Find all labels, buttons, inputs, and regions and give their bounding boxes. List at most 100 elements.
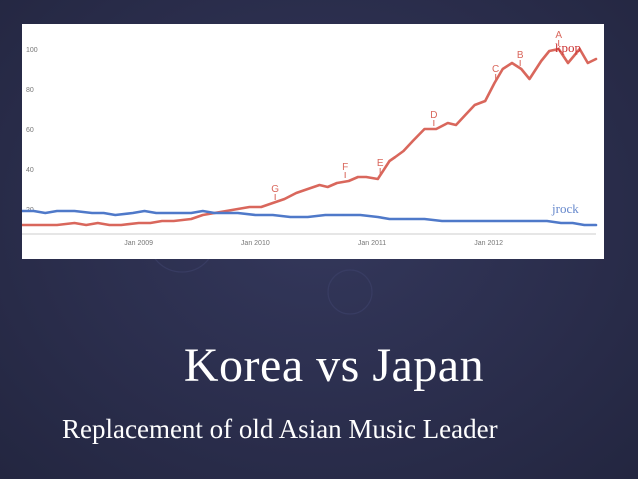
data-point-kpop bbox=[347, 180, 350, 182]
slide-subtitle: Replacement of old Asian Music Leader bbox=[62, 414, 498, 444]
data-point-kpop bbox=[237, 208, 239, 210]
annotation-marker-C: C bbox=[492, 64, 499, 75]
data-point-kpop bbox=[56, 224, 58, 226]
data-point-jrock bbox=[476, 220, 478, 222]
data-point-kpop bbox=[137, 222, 140, 224]
legend-jrock-label: jrock bbox=[552, 201, 579, 216]
annotation-marker-F: F bbox=[342, 162, 348, 173]
annotation-marker-G: G bbox=[271, 184, 279, 195]
x-tick-label: Jan 2011 bbox=[358, 240, 386, 247]
data-point-jrock bbox=[595, 224, 597, 226]
data-point-kpop bbox=[97, 222, 99, 224]
data-point-kpop bbox=[307, 188, 309, 190]
data-point-kpop bbox=[511, 62, 513, 64]
data-point-kpop bbox=[540, 60, 542, 62]
data-point-jrock bbox=[493, 220, 496, 222]
data-point-jrock bbox=[225, 212, 227, 214]
slide-title: Korea vs Japan bbox=[183, 339, 485, 392]
data-point-jrock bbox=[132, 212, 134, 214]
data-point-jrock bbox=[546, 220, 548, 222]
data-point-jrock bbox=[213, 212, 216, 214]
x-tick-label: Jan 2012 bbox=[474, 240, 503, 247]
data-point-kpop bbox=[225, 210, 227, 212]
data-point-kpop bbox=[190, 218, 192, 220]
data-point-kpop bbox=[120, 224, 122, 226]
data-point-kpop bbox=[108, 224, 111, 226]
data-point-jrock bbox=[272, 214, 274, 216]
data-point-jrock bbox=[56, 210, 58, 212]
data-point-jrock bbox=[324, 214, 327, 216]
data-point-jrock bbox=[511, 220, 513, 222]
data-point-kpop bbox=[22, 224, 23, 226]
data-point-jrock bbox=[388, 218, 391, 220]
x-tick-label: Jan 2010 bbox=[241, 240, 270, 247]
data-point-kpop bbox=[318, 184, 321, 186]
data-point-kpop bbox=[73, 222, 76, 224]
data-point-jrock bbox=[583, 224, 586, 226]
trend-chart-panel: 20 40 60 80 100 Jan 2009 Jan 2010 Jan 2011 Jan 2… bbox=[22, 24, 604, 259]
data-point-kpop bbox=[493, 82, 496, 84]
data-point-kpop bbox=[423, 128, 426, 130]
data-point-jrock bbox=[458, 220, 461, 222]
annotation-marker-A: A bbox=[555, 30, 562, 41]
data-point-jrock bbox=[73, 210, 76, 212]
legend-kpop-label: kpop bbox=[555, 40, 581, 55]
data-point-kpop bbox=[402, 150, 405, 152]
data-point-jrock bbox=[237, 212, 239, 214]
data-point-kpop bbox=[260, 206, 262, 208]
data-point-kpop bbox=[520, 68, 523, 70]
data-point-jrock bbox=[102, 212, 105, 214]
data-point-kpop bbox=[377, 178, 379, 180]
series-line-kpop bbox=[22, 47, 598, 227]
data-point-kpop bbox=[557, 48, 560, 50]
data-point-jrock bbox=[359, 214, 362, 216]
data-point-jrock bbox=[560, 222, 562, 224]
data-point-kpop bbox=[464, 114, 467, 116]
data-point-kpop bbox=[567, 62, 569, 64]
data-point-kpop bbox=[85, 224, 87, 226]
data-point-jrock bbox=[114, 214, 117, 216]
annotation-marker-D: D bbox=[430, 110, 437, 121]
data-point-jrock bbox=[441, 220, 443, 222]
data-point-jrock bbox=[172, 212, 175, 214]
data-point-kpop bbox=[357, 176, 359, 178]
data-point-kpop bbox=[455, 124, 457, 126]
data-point-jrock bbox=[91, 212, 93, 214]
data-point-kpop bbox=[548, 50, 551, 52]
data-point-kpop bbox=[172, 220, 175, 222]
data-point-kpop bbox=[202, 214, 204, 216]
data-point-kpop bbox=[149, 222, 152, 224]
data-point-kpop bbox=[412, 140, 414, 142]
data-point-jrock bbox=[44, 212, 47, 214]
data-point-jrock bbox=[571, 222, 574, 224]
bg-circle bbox=[327, 269, 373, 315]
data-point-kpop bbox=[283, 198, 286, 200]
data-point-jrock bbox=[22, 210, 23, 212]
data-point-kpop bbox=[336, 182, 338, 184]
data-point-kpop bbox=[272, 202, 274, 204]
data-point-kpop bbox=[595, 58, 597, 60]
data-point-kpop bbox=[473, 104, 476, 106]
data-point-kpop bbox=[295, 192, 297, 194]
data-point-kpop bbox=[326, 186, 329, 188]
y-tick-label: 60 bbox=[26, 127, 34, 134]
data-point-kpop bbox=[587, 62, 589, 64]
data-point-kpop bbox=[365, 176, 367, 178]
data-point-kpop bbox=[447, 122, 449, 124]
y-tick-label: 80 bbox=[26, 87, 34, 94]
y-tick-label: 40 bbox=[26, 167, 34, 174]
annotation-marker-E: E bbox=[377, 158, 384, 169]
data-point-jrock bbox=[423, 218, 426, 220]
data-point-jrock bbox=[342, 214, 344, 216]
data-point-jrock bbox=[254, 214, 257, 216]
x-tick-label: Jan 2009 bbox=[124, 240, 153, 247]
data-point-jrock bbox=[190, 212, 192, 214]
data-point-jrock bbox=[528, 220, 531, 222]
data-point-jrock bbox=[202, 210, 204, 212]
data-point-jrock bbox=[289, 216, 292, 218]
data-point-kpop bbox=[161, 220, 163, 222]
data-point-kpop bbox=[484, 100, 486, 102]
series-line-jrock bbox=[22, 209, 598, 227]
data-point-jrock bbox=[307, 216, 309, 218]
